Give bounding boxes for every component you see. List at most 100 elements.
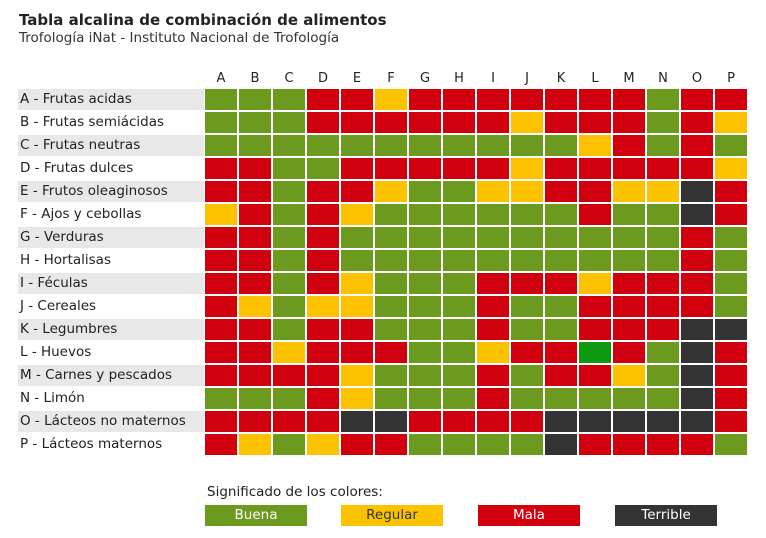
combination-cell [204,226,238,249]
column-header: E [352,71,362,86]
combination-cell [238,387,272,410]
combination-cell [374,410,408,433]
row-label: M - Carnes y pescados [18,364,204,387]
combination-cell [374,318,408,341]
row-label: N - Limón [18,387,204,410]
combination-cell [408,318,442,341]
combination-cell [306,111,340,134]
combination-cell [578,341,612,364]
combination-cell [680,157,714,180]
combination-cell [680,88,714,111]
combination-cell [612,410,646,433]
combination-cell [612,249,646,272]
combination-cell [646,387,680,410]
combination-cell [408,387,442,410]
combination-cell [578,203,612,226]
combination-cell [408,88,442,111]
column-header: L [591,71,599,86]
combination-cell [544,157,578,180]
combination-cell [476,318,510,341]
combination-cell [238,111,272,134]
combination-cell [544,272,578,295]
column-header: J [525,71,529,86]
combination-cell [578,295,612,318]
combination-cell [646,272,680,295]
combination-cell [374,387,408,410]
combination-cell [340,88,374,111]
combination-cell [544,226,578,249]
combination-cell [442,364,476,387]
combination-cell [306,387,340,410]
combination-cell [544,410,578,433]
combination-cell [476,295,510,318]
column-header: M [623,71,635,86]
combination-cell [510,318,544,341]
combination-cell [680,134,714,157]
combination-cell [340,387,374,410]
column-header: C [284,71,294,86]
combination-cell [340,272,374,295]
combination-cell [680,249,714,272]
combination-cell [306,88,340,111]
combination-cell [578,433,612,456]
combination-cell [272,341,306,364]
combination-cell [340,134,374,157]
combination-cell [340,410,374,433]
combination-cell [272,410,306,433]
combination-cell [272,134,306,157]
combination-cell [680,203,714,226]
combination-cell [306,364,340,387]
combination-cell [272,88,306,111]
combination-cell [476,410,510,433]
combination-cell [646,318,680,341]
combination-cell [646,226,680,249]
combination-cell [408,180,442,203]
combination-cell [272,226,306,249]
row-label: F - Ajos y cebollas [18,203,204,226]
column-header: P [727,71,735,86]
combination-cell [544,318,578,341]
combination-cell [238,318,272,341]
combination-cell [612,157,646,180]
combination-cell [680,433,714,456]
combination-cell [544,433,578,456]
row-label: A - Frutas acidas [18,88,204,111]
combination-cell [238,272,272,295]
row-label: B - Frutas semiácidas [18,111,204,134]
combination-cell [680,341,714,364]
combination-cell [578,111,612,134]
combination-cell [476,180,510,203]
combination-cell [476,203,510,226]
combination-cell [306,134,340,157]
combination-cell [408,364,442,387]
combination-cell [374,111,408,134]
combination-cell [578,157,612,180]
combination-cell [510,272,544,295]
combination-cell [442,341,476,364]
combination-cell [612,433,646,456]
combination-cell [238,341,272,364]
combination-cell [714,341,748,364]
combination-cell [646,341,680,364]
combination-cell [204,387,238,410]
combination-cell [476,433,510,456]
row-label: C - Frutas neutras [18,134,204,157]
combination-cell [578,364,612,387]
combination-cell [272,387,306,410]
combination-cell [442,318,476,341]
combination-cell [340,203,374,226]
combination-cell [408,295,442,318]
combination-cell [238,433,272,456]
combination-cell [578,88,612,111]
combination-cell [680,295,714,318]
combination-cell [408,226,442,249]
combination-cell [680,180,714,203]
combination-cell [612,364,646,387]
column-header: G [419,71,431,86]
column-header: F [387,71,395,86]
combination-cell [306,203,340,226]
combination-cell [544,180,578,203]
row-label: O - Lácteos no maternos [18,410,204,433]
page-title: Tabla alcalina de combinación de aliment… [19,11,387,29]
combination-cell [578,410,612,433]
